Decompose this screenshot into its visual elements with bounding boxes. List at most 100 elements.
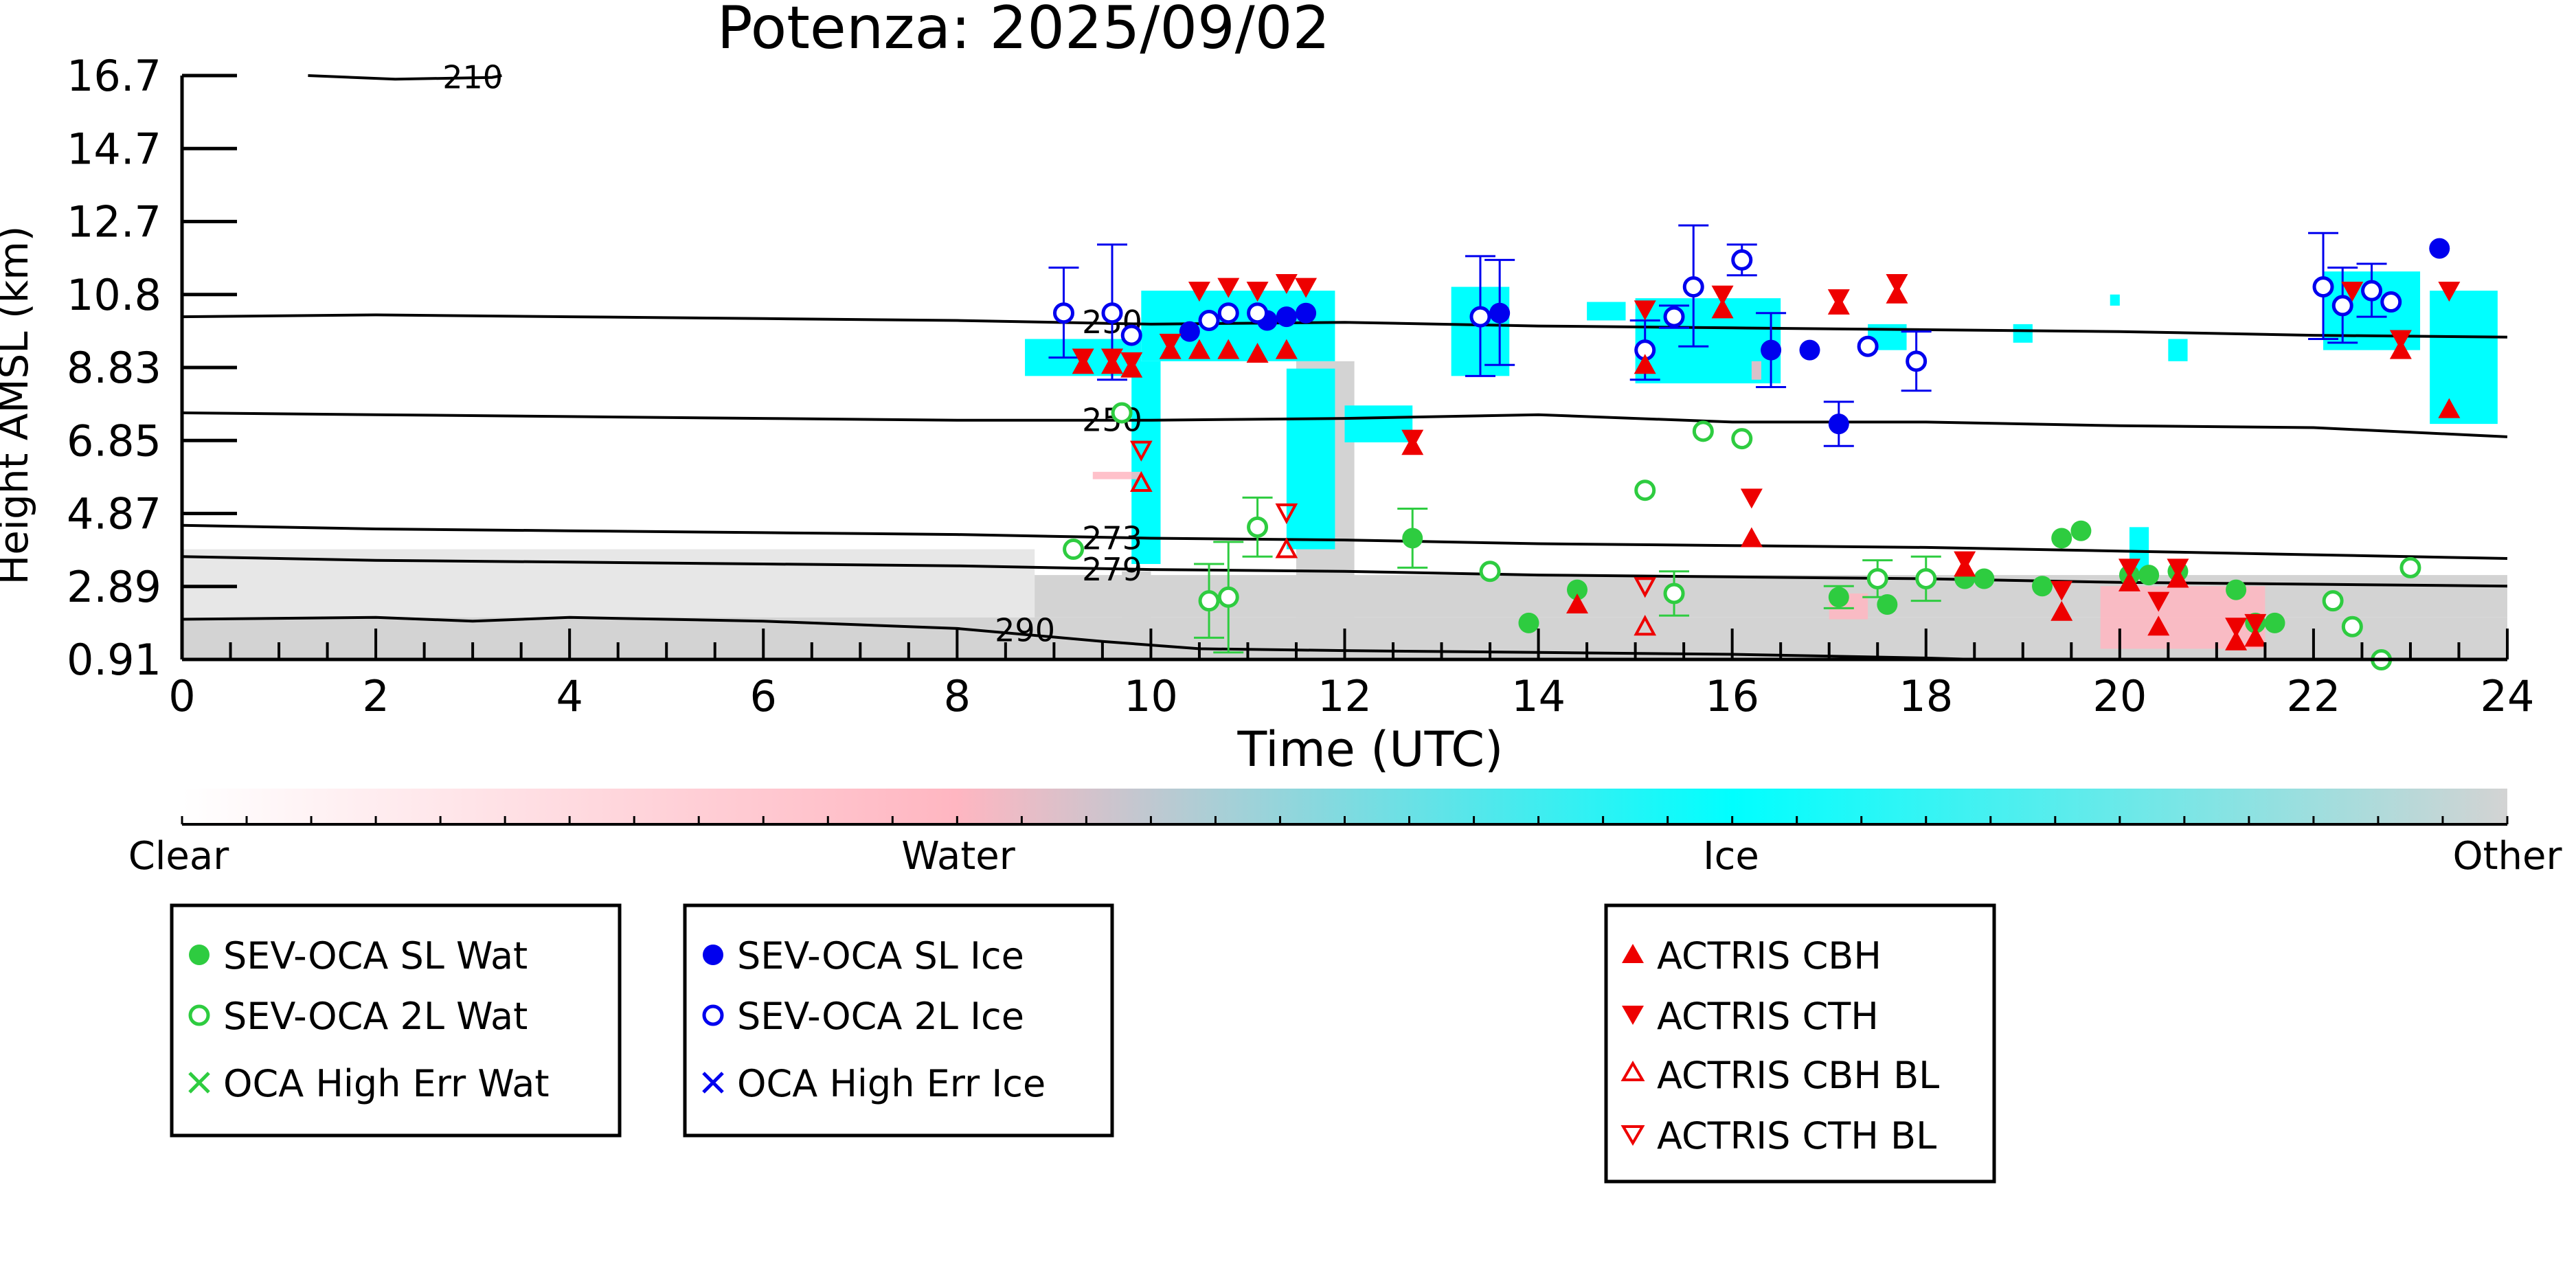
legend-entry-sl-ice: SEV-OCA SL Ice xyxy=(703,934,1024,978)
legend-marker-open-triangle-up-red xyxy=(1620,1061,1645,1081)
mask-ice-patch xyxy=(2430,291,2498,425)
legend-entry-higherr-wat: OCA High Err Wat xyxy=(188,1062,550,1105)
mask-ice-patch xyxy=(1286,368,1335,550)
legend-marker-filled-circle-blue xyxy=(703,945,723,965)
point-actris-cth xyxy=(2244,613,2267,634)
colorbar-label-water: Water xyxy=(901,834,1016,879)
legend-water-box xyxy=(170,903,622,1138)
x-axis-label: Time (UTC) xyxy=(1237,721,1504,778)
point-2l-ice xyxy=(1247,302,1269,324)
legend-actris-box xyxy=(1604,903,1996,1184)
point-actris-cth xyxy=(1275,273,1298,294)
mask-ice-patch xyxy=(2013,324,2033,343)
x-tick-label: 20 xyxy=(2092,671,2147,721)
mask-water-patch xyxy=(1092,471,1142,479)
colorbar-ticks xyxy=(181,816,2509,824)
point-actris-cbh xyxy=(1740,527,1763,547)
point-sl-wat xyxy=(2032,576,2053,597)
x-tick-label: 0 xyxy=(168,671,195,721)
y-tick-label: 8.83 xyxy=(67,343,161,393)
legend-ice: SEV-OCA SL Ice SEV-OCA 2L Ice OCA High E… xyxy=(683,903,1114,1138)
point-2l-ice xyxy=(1198,310,1220,332)
contour-line xyxy=(181,555,2508,588)
data-points xyxy=(1048,224,2461,671)
point-actris-cth xyxy=(1295,278,1318,298)
point-actris-cth xyxy=(2438,282,2461,302)
x-tick-label: 12 xyxy=(1318,671,1372,721)
point-actris-cbh xyxy=(1634,354,1656,374)
point-actris-cbh-bl xyxy=(1129,471,1153,492)
colorbar-label-other: Other xyxy=(2452,834,2562,879)
point-sl-wat xyxy=(2138,565,2160,586)
chart-title: Potenza: 2025/09/02 xyxy=(717,0,1330,63)
point-2l-ice xyxy=(1682,276,1704,298)
point-actris-cbh xyxy=(1566,594,1588,614)
x-tick-label: 10 xyxy=(1124,671,1178,721)
mask-ice-patch xyxy=(1344,405,1413,442)
legend-label: SEV-OCA SL Ice xyxy=(737,934,1024,978)
point-actris-cth xyxy=(1886,273,1908,294)
cloud-mask-layer xyxy=(182,271,2508,659)
point-actris-cbh xyxy=(1188,339,1210,359)
colorbar: Clear Water Ice Other xyxy=(128,789,2562,879)
point-actris-cth xyxy=(2050,580,2073,601)
point-2l-ice xyxy=(1120,324,1142,346)
point-actris-cbh xyxy=(2147,615,2170,636)
point-sl-ice xyxy=(2429,238,2450,259)
contour-line xyxy=(181,523,2508,560)
point-2l-ice xyxy=(2312,276,2334,298)
point-actris-cth xyxy=(2389,330,2412,350)
point-actris-cbh xyxy=(2244,626,2267,647)
legend-label: SEV-OCA SL Wat xyxy=(223,934,528,978)
point-actris-cbh xyxy=(2225,630,2248,651)
mask-ice-patch xyxy=(2168,339,2188,361)
point-actris-cth xyxy=(1101,348,1123,369)
point-actris-cbh-bl xyxy=(1275,537,1298,558)
point-actris-cth xyxy=(1740,488,1763,509)
point-2l-ice xyxy=(1906,350,1928,372)
point-actris-cth xyxy=(1401,429,1424,450)
point-sl-ice xyxy=(1799,339,1820,361)
legend-entry-2l-ice: SEV-OCA 2L Ice xyxy=(702,995,1024,1038)
point-2l-ice xyxy=(1469,306,1491,328)
point-actris-cth xyxy=(1711,285,1734,306)
point-actris-cth xyxy=(2147,591,2170,612)
point-actris-cth xyxy=(2341,282,2364,302)
legend-entry-cth-bl: ACTRIS CTH BL xyxy=(1620,1114,1936,1157)
point-sl-wat xyxy=(1567,579,1588,600)
point-actris-cth xyxy=(1120,352,1143,372)
point-sl-wat xyxy=(1877,594,1898,615)
y-tick-label: 16.7 xyxy=(67,51,161,101)
contour-line xyxy=(181,313,2508,339)
legend-entry-cth: ACTRIS CTH xyxy=(1622,995,1879,1038)
point-sl-ice xyxy=(1179,321,1200,342)
y-tick-label: 2.89 xyxy=(67,562,161,612)
legend-label: ACTRIS CBH BL xyxy=(1657,1054,1939,1097)
point-actris-cbh xyxy=(2118,571,2140,591)
point-2l-wat xyxy=(1198,590,1220,612)
point-sl-ice xyxy=(1296,302,1317,324)
mask-ice-patch xyxy=(1131,361,1161,565)
legend-marker-triangle-up-red xyxy=(1622,944,1644,963)
x-tick-label: 24 xyxy=(2481,671,2535,721)
legend-marker-cross-blue xyxy=(702,1072,724,1094)
y-tick-label: 0.91 xyxy=(67,635,161,685)
point-2l-ice xyxy=(2361,280,2383,302)
point-actris-cth xyxy=(1188,282,1210,302)
legend-label: SEV-OCA 2L Wat xyxy=(223,995,528,1038)
y-tick-label: 14.7 xyxy=(67,124,161,174)
x-tick-label: 18 xyxy=(1899,671,1953,721)
legend-label: OCA High Err Wat xyxy=(223,1062,550,1105)
legend-marker-cross-green xyxy=(188,1072,210,1094)
point-2l-wat xyxy=(1063,539,1085,561)
point-sl-wat xyxy=(2264,612,2285,633)
x-tick-label: 4 xyxy=(556,671,583,721)
point-sl-ice xyxy=(1489,302,1511,324)
point-actris-cth xyxy=(2118,558,2140,579)
point-2l-wat xyxy=(1915,567,1937,589)
x-tick-label: 16 xyxy=(1705,671,1759,721)
point-actris-cbh xyxy=(2050,600,2073,621)
legend-entry-cbh-bl: ACTRIS CBH BL xyxy=(1620,1054,1939,1097)
legend-entry-cbh: ACTRIS CBH xyxy=(1622,934,1882,978)
